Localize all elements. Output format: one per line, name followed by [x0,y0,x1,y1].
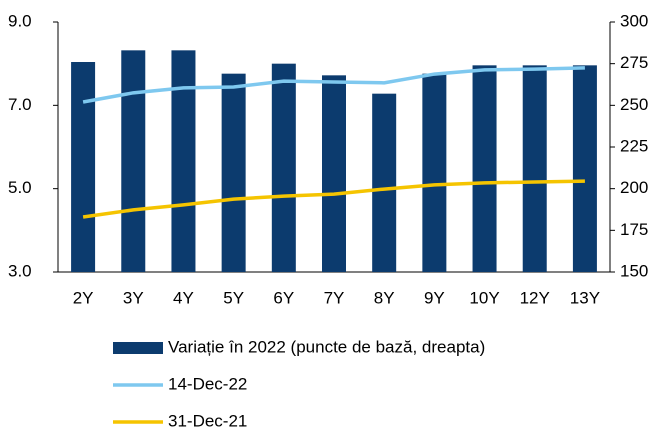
bar [322,75,346,272]
line [82,179,585,219]
y-tick-label: 5.0 [8,178,32,197]
y2-tick-label: 275 [620,53,648,72]
y-tick-label: 9.0 [8,11,32,30]
bar [121,50,146,273]
bar [572,65,597,272]
legend-label: Variație în 2022 (puncte de bază, dreapt… [168,337,485,356]
y2-tick-label: 200 [620,178,648,197]
x-tick-label: 9Y [424,288,445,307]
x-tick-label: 12Y [520,288,550,307]
legend-label: 14-Dec-22 [168,374,247,393]
bar [271,63,296,272]
y2-tick-label: 175 [620,220,648,239]
bar [171,50,196,273]
legend-label: 31-Dec-21 [168,411,247,430]
y-tick-label: 3.0 [8,261,32,280]
bar [372,93,397,273]
x-tick-label: 13Y [570,288,600,307]
y2-tick-label: 300 [620,11,648,30]
bar [472,65,497,272]
y2-tick-label: 250 [620,95,648,114]
x-tick-label: 2Y [73,288,94,307]
x-tick-label: 5Y [223,288,244,307]
x-tick-label: 6Y [273,288,294,307]
bar [422,73,447,273]
x-tick-label: 7Y [324,288,345,307]
bar [221,73,246,273]
x-tick-label: 10Y [469,288,499,307]
bar [522,65,547,272]
y-tick-label: 7.0 [8,95,32,114]
bar [71,62,96,272]
legend-swatch [113,342,163,354]
y2-tick-label: 225 [620,136,648,155]
y2-tick-label: 150 [620,261,648,280]
line [82,66,585,104]
x-tick-label: 4Y [173,288,194,307]
x-tick-label: 3Y [123,288,144,307]
x-tick-label: 8Y [374,288,395,307]
